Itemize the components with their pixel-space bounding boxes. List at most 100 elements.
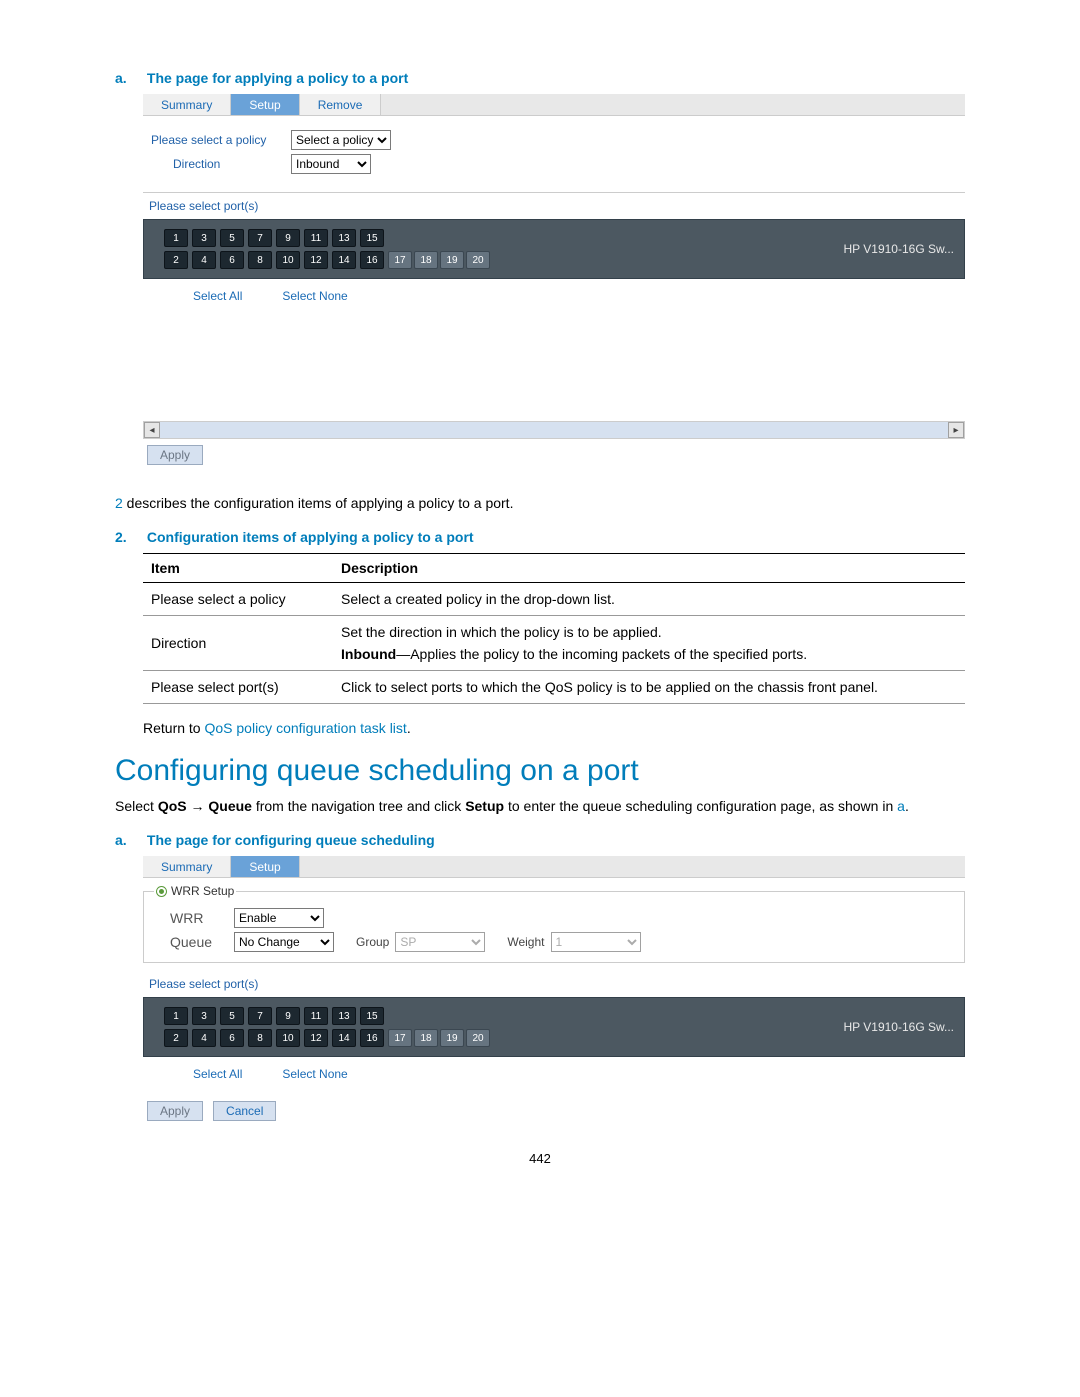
select-all-link[interactable]: Select All [193, 289, 242, 303]
qos-task-list-link[interactable]: QoS policy configuration task list [204, 720, 406, 736]
weight-label: Weight [507, 935, 544, 949]
col-description: Description [333, 554, 965, 583]
describes-line: 2 describes the configuration items of a… [115, 495, 965, 511]
ports-label: Please select port(s) [149, 977, 965, 991]
apply-button[interactable]: Apply [147, 445, 203, 465]
table-ref-link[interactable]: 2 [115, 495, 123, 511]
port-11[interactable]: 11 [304, 229, 328, 247]
port-18[interactable]: 18 [414, 1029, 438, 1047]
port-8[interactable]: 8 [248, 251, 272, 269]
caption-marker: a. [115, 832, 143, 848]
port-15[interactable]: 15 [360, 229, 384, 247]
table-row: Please select port(s) Click to select po… [143, 671, 965, 704]
port-15[interactable]: 15 [360, 1007, 384, 1025]
nav-instruction: Select QoS → Queue from the navigation t… [115, 798, 965, 814]
port-4[interactable]: 4 [192, 251, 216, 269]
port-11[interactable]: 11 [304, 1007, 328, 1025]
wrr-label: WRR [154, 910, 234, 926]
tab-remove[interactable]: Remove [300, 94, 382, 115]
port-16[interactable]: 16 [360, 251, 384, 269]
caption-text: The page for applying a policy to a port [147, 70, 408, 86]
chassis-block: Please select port(s) 123456789101112131… [143, 193, 965, 465]
port-5[interactable]: 5 [220, 229, 244, 247]
tab-summary[interactable]: Summary [143, 94, 231, 115]
cancel-button[interactable]: Cancel [213, 1101, 276, 1121]
port-1[interactable]: 1 [164, 229, 188, 247]
policy-form: Please select a policy Select a policy D… [143, 116, 965, 193]
port-17[interactable]: 17 [388, 1029, 412, 1047]
select-links: Select All Select None [143, 1057, 965, 1089]
port-10[interactable]: 10 [276, 251, 300, 269]
port-2[interactable]: 2 [164, 1029, 188, 1047]
ports-label: Please select port(s) [149, 199, 965, 213]
caption-marker: a. [115, 70, 143, 86]
config-table: Item Description Please select a policy … [143, 553, 965, 704]
port-7[interactable]: 7 [248, 1007, 272, 1025]
port-19[interactable]: 19 [440, 1029, 464, 1047]
port-12[interactable]: 12 [304, 251, 328, 269]
port-5[interactable]: 5 [220, 1007, 244, 1025]
table-row: Direction Set the direction in which the… [143, 616, 965, 671]
group-label: Group [356, 935, 389, 949]
port-8[interactable]: 8 [248, 1029, 272, 1047]
select-none-link[interactable]: Select None [282, 289, 347, 303]
scroll-right-icon[interactable]: ▸ [948, 422, 964, 438]
caption-text: The page for configuring queue schedulin… [147, 832, 435, 848]
section-heading: Configuring queue scheduling on a port [115, 754, 965, 788]
tab-setup[interactable]: Setup [231, 856, 299, 877]
screenshot-queue: Summary Setup WRR Setup WRR Enable Queue… [143, 856, 965, 1121]
queue-label: Queue [154, 934, 234, 950]
tab-setup[interactable]: Setup [231, 94, 299, 115]
policy-select[interactable]: Select a policy [291, 130, 391, 150]
port-1[interactable]: 1 [164, 1007, 188, 1025]
group-select: SP [395, 932, 485, 952]
select-none-link[interactable]: Select None [282, 1067, 347, 1081]
port-3[interactable]: 3 [192, 1007, 216, 1025]
port-3[interactable]: 3 [192, 229, 216, 247]
port-9[interactable]: 9 [276, 1007, 300, 1025]
port-18[interactable]: 18 [414, 251, 438, 269]
figure-a1-caption: a. The page for applying a policy to a p… [115, 70, 965, 86]
table-row: Please select a policy Select a created … [143, 583, 965, 616]
tab-summary[interactable]: Summary [143, 856, 231, 877]
port-14[interactable]: 14 [332, 251, 356, 269]
select-all-link[interactable]: Select All [193, 1067, 242, 1081]
port-20[interactable]: 20 [466, 1029, 490, 1047]
wrr-legend: WRR Setup [154, 884, 236, 898]
port-6[interactable]: 6 [220, 251, 244, 269]
table-2-caption: 2. Configuration items of applying a pol… [115, 529, 965, 545]
queue-select[interactable]: No Change [234, 932, 334, 952]
chassis-model: HP V1910-16G Sw... [843, 242, 954, 256]
port-17[interactable]: 17 [388, 251, 412, 269]
wrr-select[interactable]: Enable [234, 908, 324, 928]
figure-ref-link[interactable]: a [897, 798, 905, 814]
select-links: Select All Select None [143, 279, 965, 311]
port-7[interactable]: 7 [248, 229, 272, 247]
page-number: 442 [115, 1151, 965, 1166]
policy-label: Please select a policy [151, 133, 291, 147]
port-13[interactable]: 13 [332, 1007, 356, 1025]
wrr-setup-fieldset: WRR Setup WRR Enable Queue No Change Gro… [143, 884, 965, 963]
horizontal-scrollbar[interactable]: ◂ ▸ [143, 421, 965, 439]
port-14[interactable]: 14 [332, 1029, 356, 1047]
port-19[interactable]: 19 [440, 251, 464, 269]
screenshot-policy-port: Summary Setup Remove Please select a pol… [143, 94, 965, 465]
port-6[interactable]: 6 [220, 1029, 244, 1047]
port-13[interactable]: 13 [332, 229, 356, 247]
port-9[interactable]: 9 [276, 229, 300, 247]
figure-queue-caption: a. The page for configuring queue schedu… [115, 832, 965, 848]
apply-button[interactable]: Apply [147, 1101, 203, 1121]
scroll-left-icon[interactable]: ◂ [144, 422, 160, 438]
port-16[interactable]: 16 [360, 1029, 384, 1047]
port-20[interactable]: 20 [466, 251, 490, 269]
return-to-line: Return to QoS policy configuration task … [143, 720, 965, 736]
direction-select[interactable]: Inbound [291, 154, 371, 174]
direction-label: Direction [151, 157, 291, 171]
port-10[interactable]: 10 [276, 1029, 300, 1047]
weight-select: 1 [551, 932, 641, 952]
port-4[interactable]: 4 [192, 1029, 216, 1047]
radio-icon[interactable] [156, 886, 167, 897]
port-12[interactable]: 12 [304, 1029, 328, 1047]
port-2[interactable]: 2 [164, 251, 188, 269]
tabs-row: Summary Setup [143, 856, 965, 878]
